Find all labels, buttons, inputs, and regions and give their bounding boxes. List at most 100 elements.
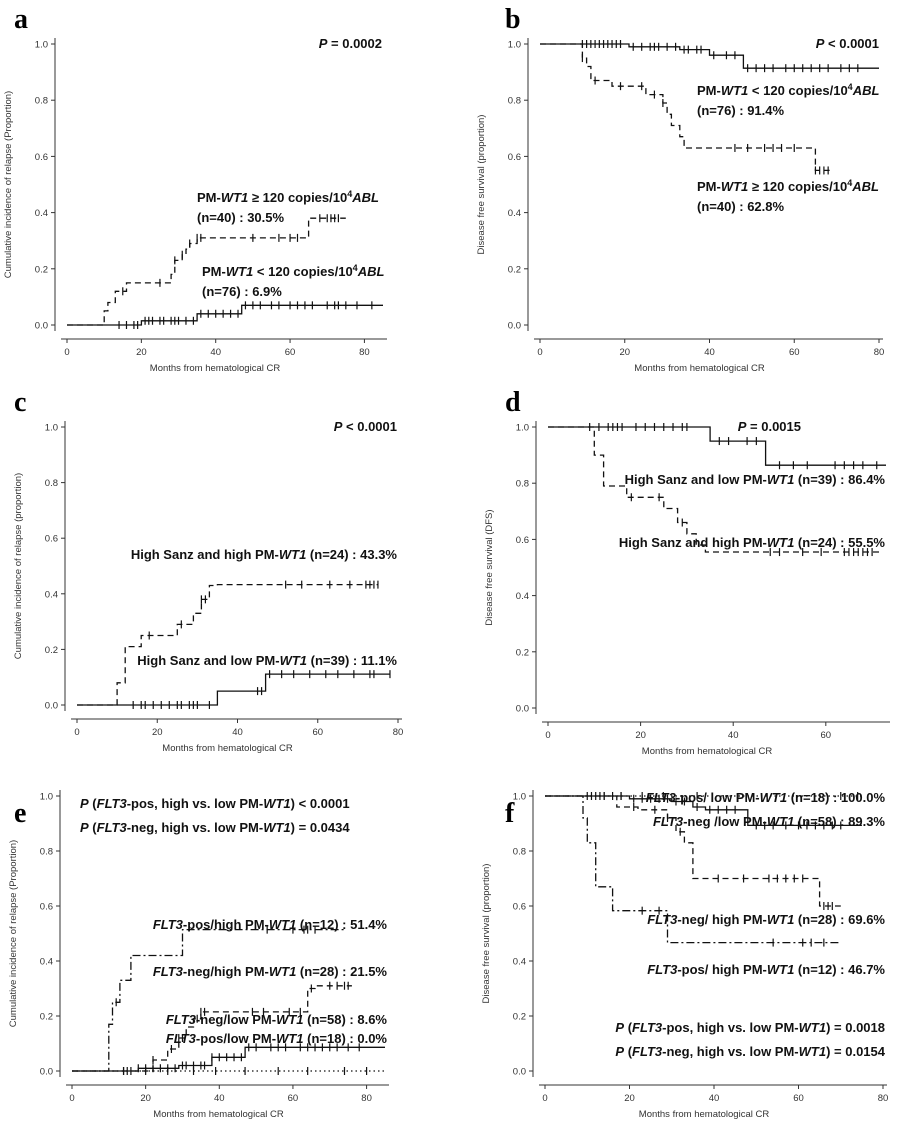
y-tick-label: 0.0 [516,704,529,715]
annotation-run: WT1 [767,814,794,829]
annotation: High Sanz and high PM-WT1 (n=24) : 55.5% [619,535,886,550]
series-line-solid [77,673,390,706]
panel-a: a 0.0 0.2 0.4 0.6 0.8 1.0 0 20 40 60 80 Months from … [3,4,387,374]
y-tick-label: 1.0 [516,423,529,434]
annotation-run: ABL [852,83,880,98]
annotation-run: WT1 [799,1044,826,1059]
y-tick-label: 1.0 [513,792,526,803]
annotation-run: < 0.0001 [824,36,879,51]
annotation-run: -neg/high PM- [183,964,269,979]
annotation-run: WT1 [221,190,248,205]
annotation: P < 0.0001 [816,36,879,51]
x-tick-label: 40 [704,347,715,358]
annotation-run: = 0.0015 [746,419,801,434]
x-tick-label: 40 [232,727,243,738]
y-tick-label: 0.0 [40,1067,53,1078]
annotation-run: -neg/ high PM- [677,912,767,927]
annotation-run: High Sanz and low PM- [625,472,767,487]
x-tick-label: 20 [635,730,646,741]
annotation-run: P [319,36,328,51]
annotation: (n=76) : 91.4% [697,103,785,118]
x-tick-label: 60 [288,1093,299,1104]
annotation-run: ) = 0.0434 [291,820,351,835]
y-tick-label: 0.6 [508,152,521,163]
annotation-run: WT1 [276,1031,303,1046]
panel-c: c 0.0 0.2 0.4 0.6 0.8 1.0 0 20 40 60 80 Months from … [13,387,403,754]
series-line-dashed [548,426,882,553]
panel-d: d 0.0 0.2 0.4 0.6 0.8 1.0 0 20 40 60 Months from he… [484,387,890,757]
y-tick-label: 0.4 [35,208,48,219]
x-tick-label: 20 [140,1093,151,1104]
annotation-run: ( [624,1044,633,1059]
annotation: PM-WT1 ≥ 120 copies/104ABL [697,178,879,194]
annotation: PM-WT1 < 120 copies/104ABL [202,263,384,279]
y-tick-label: 0.4 [513,957,526,968]
annotation-run: (n=58) : 8.6% [304,1012,388,1027]
annotation-run: 4 [347,189,352,199]
annotation-run: -pos/high PM- [183,917,269,932]
annotation-run: (n=58) : 89.3% [794,814,885,829]
annotation: FLT3-pos/ low PM-WT1 (n=18) : 100.0% [646,790,886,805]
annotation-run: (n=24) : 55.5% [794,535,885,550]
x-tick-label: 40 [210,347,221,358]
annotation: (n=76) : 6.9% [202,284,282,299]
annotation-run: < 120 copies/10 [253,264,352,279]
annotation-run: High Sanz and low PM- [137,653,279,668]
annotation-run: (n=39) : 86.4% [794,472,885,487]
annotation-run: (n=40) : 62.8% [697,199,785,214]
x-tick-label: 60 [789,347,800,358]
panel-f: f 0.0 0.2 0.4 0.6 0.8 1.0 0 20 40 60 80 Months from … [481,790,888,1120]
annotation: P < 0.0001 [334,419,397,434]
annotation-run: -neg, high vs. low PM- [127,820,264,835]
x-tick-label: 60 [821,730,832,741]
y-tick-label: 0.6 [35,152,48,163]
x-axis-label: Months from hematological CR [642,746,773,757]
x-tick-label: 80 [874,347,885,358]
annotation-run: ABL [351,190,379,205]
y-tick-label: 0.6 [516,535,529,546]
y-tick-label: 0.0 [45,701,58,712]
y-axis-label: Disease free survival (proportion) [476,115,487,255]
annotation-run: P [80,796,89,811]
y-tick-label: 1.0 [508,40,521,51]
annotation-run: FLT3 [632,1020,663,1035]
annotation-run: WT1 [767,535,794,550]
annotation-run: (n=40) : 30.5% [197,210,285,225]
y-tick-label: 0.8 [35,96,48,107]
annotation-run: P [615,1044,624,1059]
annotation-run: -neg /low PM- [683,814,767,829]
annotation: PM-WT1 < 120 copies/104ABL [697,82,879,98]
panel-b: b 0.0 0.2 0.4 0.6 0.8 1.0 0 20 40 60 80 Months from … [476,4,884,374]
annotation: FLT3-pos/ high PM-WT1 (n=12) : 46.7% [647,962,885,977]
series-line-dashed [540,43,833,172]
annotation: High Sanz and low PM-WT1 (n=39) : 86.4% [625,472,886,487]
x-tick-label: 0 [537,347,542,358]
series-line-dashed [77,583,378,706]
y-tick-label: 1.0 [40,792,53,803]
x-tick-label: 80 [361,1093,372,1104]
x-tick-label: 20 [619,347,630,358]
panel-letter: b [505,4,521,35]
annotation-run: WT1 [760,790,787,805]
annotation-run: FLT3 [166,1012,197,1027]
x-tick-label: 60 [312,727,323,738]
annotation: P (FLT3-neg, high vs. low PM-WT1) = 0.04… [80,820,350,835]
annotation-run: = 0.0002 [327,36,382,51]
y-tick-label: 0.6 [40,902,53,913]
y-tick-label: 0.8 [40,847,53,858]
annotation-run: (n=12) : 51.4% [296,917,387,932]
annotation-run: FLT3 [153,917,184,932]
annotation-run: WT1 [280,653,307,668]
annotation: FLT3-neg/low PM-WT1 (n=58) : 8.6% [166,1012,388,1027]
annotation-run: ABL [357,264,385,279]
annotation: High Sanz and high PM-WT1 (n=24) : 43.3% [131,547,398,562]
y-tick-label: 0.2 [516,647,529,658]
series-line-dashed [72,985,352,1072]
series-line-dashdot [72,928,345,1072]
annotation-run: P [334,419,343,434]
annotation: P (FLT3-pos, high vs. low PM-WT1) = 0.00… [615,1020,885,1035]
y-tick-label: 0.0 [513,1067,526,1078]
annotation-run: (n=39) : 11.1% [307,653,397,668]
y-tick-label: 0.8 [45,478,58,489]
y-tick-label: 0.8 [508,96,521,107]
